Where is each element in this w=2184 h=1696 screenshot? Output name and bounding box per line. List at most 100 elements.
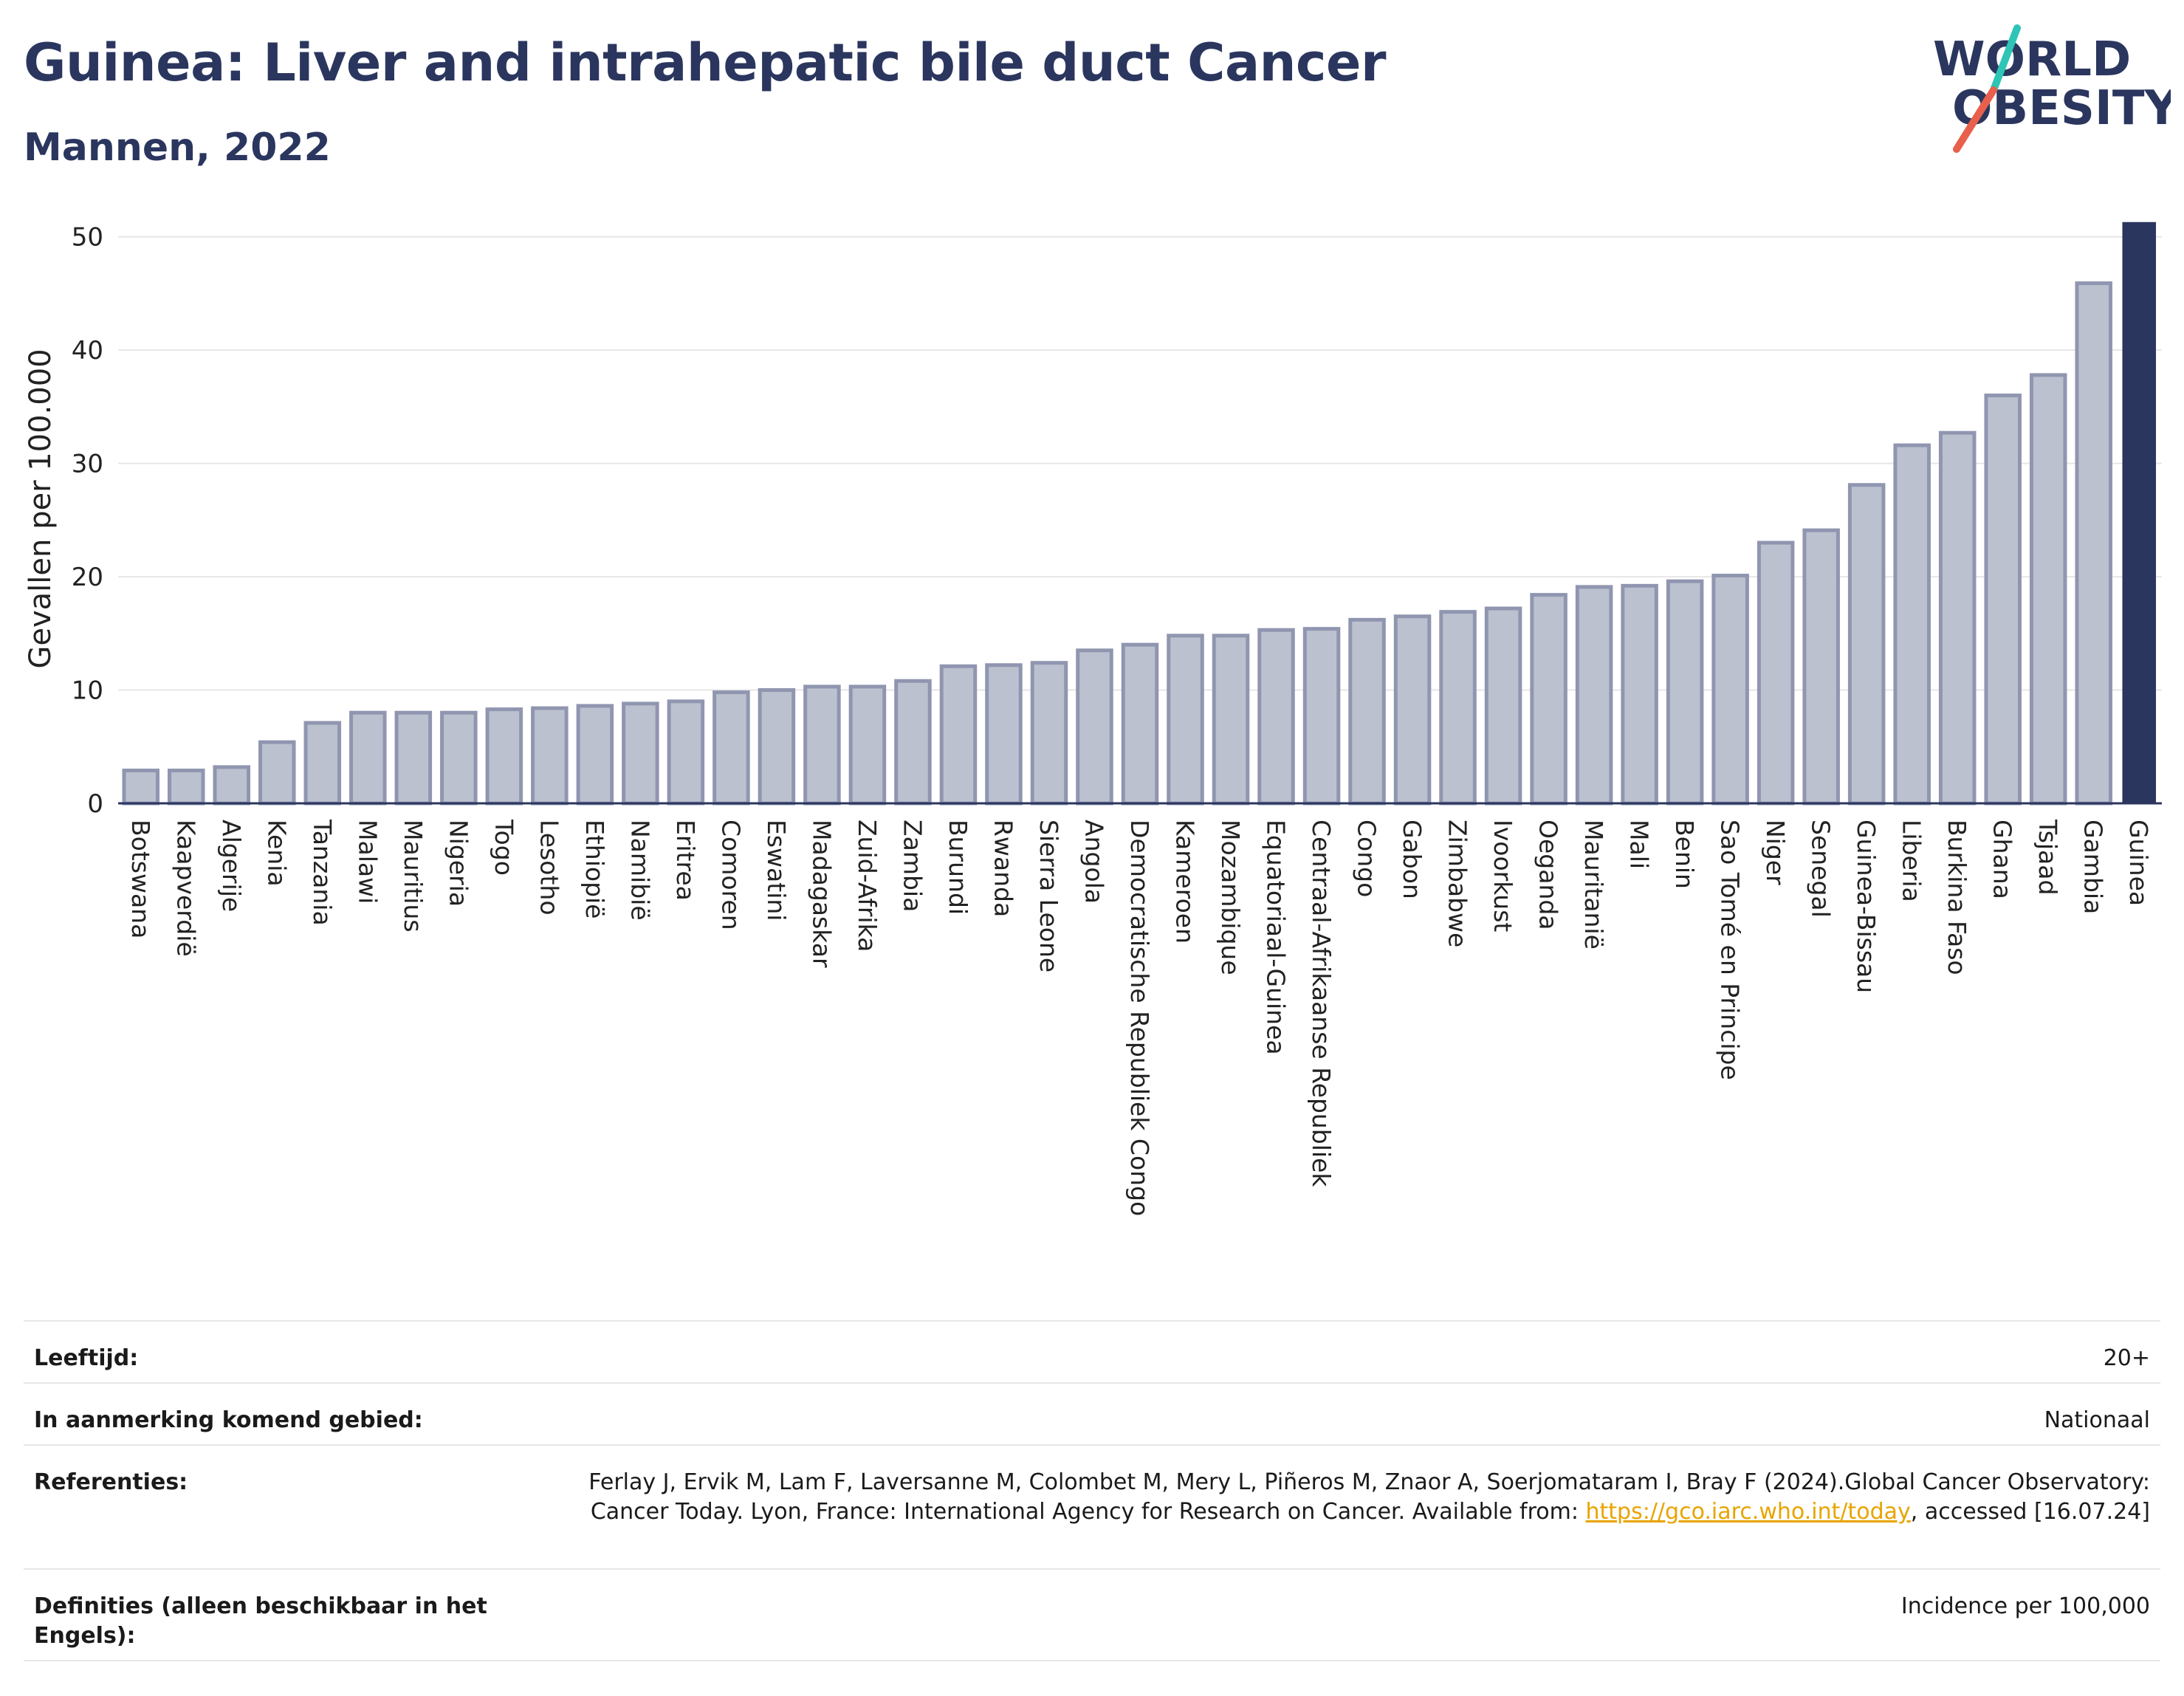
bar-kenia	[258, 740, 296, 806]
x-tick-label: Tanzania	[308, 819, 337, 926]
x-tick-label: Guinea	[2124, 820, 2153, 906]
info-label-references: Referenties:	[34, 1469, 188, 1495]
x-tick-label: Ivoorkust	[1488, 820, 1517, 932]
info-row-definitions: Definities (alleen beschikbaar in het En…	[24, 1568, 2160, 1661]
x-tick-label: Comoren	[716, 820, 745, 930]
info-row-references: Referenties: Ferlay J, Ervik M, Lam F, L…	[24, 1444, 2160, 1568]
bar-madagaskar	[803, 684, 841, 806]
bar-namibi-	[622, 701, 659, 806]
x-tick-label: Gabon	[1398, 820, 1426, 899]
x-tick-label: Mozambique	[1216, 820, 1245, 975]
x-tick-label: Kameroen	[1171, 820, 1200, 944]
x-tick-label: Nigeria	[444, 820, 473, 907]
x-tick-label: Zimbabwe	[1443, 820, 1472, 947]
logo-slash-teal	[1990, 24, 2021, 94]
x-tick-label: Burundi	[944, 820, 972, 915]
chart-title: Guinea: Liver and intrahepatic bile duct…	[24, 32, 1387, 93]
x-tick-label: Tsjaad	[2033, 819, 2062, 895]
reference-link[interactable]: https://gco.iarc.who.int/today	[1585, 1499, 1911, 1525]
y-axis-label: Gevallen per 100.000	[24, 349, 58, 668]
bar-burkina-faso	[1938, 430, 1977, 806]
x-tick-label: Togo	[490, 819, 518, 876]
bar-zimbabwe	[1439, 610, 1477, 806]
bar-sao-tom-en-principe	[1711, 574, 1749, 806]
y-tick-label: 20	[72, 563, 103, 592]
bar-rwanda	[985, 663, 1023, 806]
bar-senegal	[1802, 528, 1840, 806]
bar-niger	[1757, 540, 1795, 806]
bar-kaapverdi-	[168, 768, 205, 806]
x-tick-label: Oeganda	[1534, 820, 1563, 930]
x-axis-labels: Botswana Kaapverdië Algerije Kenia Tanzania M…	[126, 819, 2153, 1216]
x-tick-label: Angola	[1079, 820, 1108, 904]
bar-gabon	[1393, 614, 1432, 806]
y-tick-label: 10	[72, 676, 103, 706]
x-tick-label: Equatoriaal-Guinea	[1262, 820, 1291, 1055]
info-label-age: Leeftijd:	[34, 1345, 139, 1371]
bar-mali	[1621, 583, 1658, 806]
bar-tanzania	[303, 721, 342, 806]
bar-congo	[1348, 617, 1386, 806]
x-tick-label: Sao Tomé en Principe	[1716, 820, 1745, 1080]
bar-guinea-bissau	[1847, 483, 1886, 806]
info-value-definitions: Incidence per 100,000	[1900, 1593, 2150, 1619]
bar-mozambique	[1212, 634, 1250, 806]
info-label-definitions: Definities (alleen beschikbaar in het En…	[34, 1593, 487, 1649]
bar-oeganda	[1530, 593, 1567, 806]
bar-burundi	[939, 664, 978, 806]
x-tick-label: Burkina Faso	[1943, 820, 1971, 975]
x-tick-label: Ethiopië	[580, 820, 609, 919]
world-obesity-logo: WORLD OBESITY	[1933, 24, 2171, 153]
x-tick-label: Malawi	[353, 820, 382, 904]
bar-equatoriaal-guinea	[1257, 628, 1295, 806]
bar-centraal-afrikaanse-republiek	[1302, 627, 1341, 806]
x-tick-label: Gambia	[2079, 820, 2108, 914]
bar-mauritani-	[1575, 585, 1613, 806]
reference-text: Ferlay J, Ervik M, Lam F, Laversanne M, …	[588, 1469, 2150, 1525]
x-tick-label: Mauritanië	[1579, 820, 1608, 950]
x-tick-label: Benin	[1670, 820, 1699, 889]
bar-angola	[1076, 648, 1113, 806]
bar-nigeria	[440, 710, 478, 806]
y-tick-label: 40	[72, 336, 103, 365]
info-value-age: 20+	[2103, 1345, 2150, 1371]
info-label-area: In aanmerking komend gebied:	[34, 1407, 423, 1433]
x-tick-label: Kaapverdië	[171, 820, 200, 957]
bar-kameroen	[1167, 634, 1204, 806]
bar-liberia	[1893, 443, 1931, 806]
chart-subtitle: Mannen, 2022	[24, 126, 331, 170]
x-tick-label: Sierra Leone	[1034, 820, 1063, 972]
bar-mauritius	[394, 710, 433, 806]
bar-eritrea	[667, 699, 705, 806]
bar-guinea	[2122, 222, 2157, 803]
info-table: Leeftijd: 20+ In aanmerking komend gebie…	[24, 1320, 2160, 1661]
x-tick-label: Kenia	[262, 820, 291, 887]
info-value-area: Nationaal	[2044, 1407, 2150, 1433]
y-tick-label: 30	[72, 450, 103, 479]
info-row-area: In aanmerking komend gebied: Nationaal	[24, 1382, 2160, 1444]
x-tick-label: Namibië	[625, 820, 654, 921]
bar-comoren	[712, 690, 750, 806]
bar-zambia	[894, 679, 932, 806]
logo-line1: WORLD	[1933, 32, 2131, 87]
bar-democratische-republiek-congo	[1121, 642, 1159, 806]
bar-botswana	[122, 768, 160, 806]
x-tick-label: Niger	[1761, 820, 1790, 885]
bar-tsjaad	[2029, 373, 2067, 806]
x-tick-label: Democratische Republiek Congo	[1125, 820, 1154, 1216]
bar-chart: 0 10 20 30 40 50 Botswana Kaapverdië Algerije Ke…	[24, 222, 2162, 1216]
info-row-age: Leeftijd: 20+	[24, 1320, 2160, 1382]
x-tick-label: Zambia	[898, 820, 927, 912]
x-tick-label: Ghana	[1988, 820, 2017, 899]
x-tick-label: Eritrea	[671, 820, 700, 901]
bars	[122, 222, 2157, 806]
y-tick-label: 0	[87, 789, 103, 819]
logo-slash-red	[1953, 86, 1997, 153]
bar-ghana	[1984, 394, 2022, 806]
x-tick-label: Lesotho	[535, 820, 563, 916]
x-tick-label: Madagaskar	[807, 820, 836, 968]
bar-gambia	[2075, 281, 2112, 806]
x-tick-label: Botswana	[126, 820, 155, 938]
y-axis-ticks: 0 10 20 30 40 50	[72, 223, 103, 819]
x-tick-label: Zuid-Afrika	[853, 820, 882, 952]
